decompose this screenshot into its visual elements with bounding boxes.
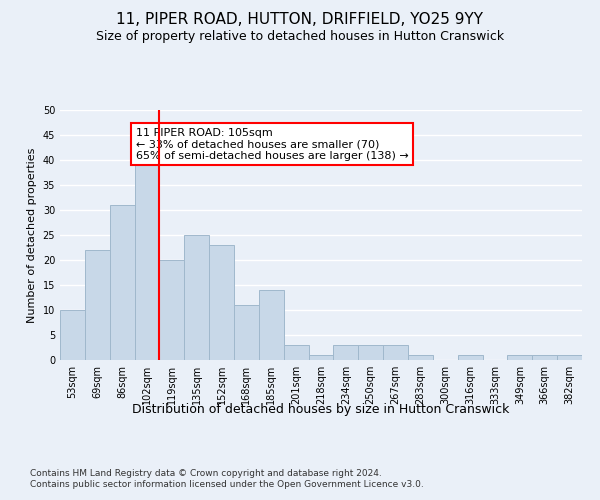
Bar	[234, 305, 259, 360]
Bar	[532, 355, 557, 360]
Bar	[557, 355, 582, 360]
Text: Contains HM Land Registry data © Crown copyright and database right 2024.: Contains HM Land Registry data © Crown c…	[30, 468, 382, 477]
Bar	[508, 355, 532, 360]
Bar	[134, 150, 160, 360]
Y-axis label: Number of detached properties: Number of detached properties	[27, 148, 37, 322]
Bar	[383, 345, 408, 360]
Bar	[408, 355, 433, 360]
Bar	[334, 345, 358, 360]
Text: Size of property relative to detached houses in Hutton Cranswick: Size of property relative to detached ho…	[96, 30, 504, 43]
Bar	[85, 250, 110, 360]
Text: Contains public sector information licensed under the Open Government Licence v3: Contains public sector information licen…	[30, 480, 424, 489]
Bar	[259, 290, 284, 360]
Text: 11 PIPER ROAD: 105sqm
← 33% of detached houses are smaller (70)
65% of semi-deta: 11 PIPER ROAD: 105sqm ← 33% of detached …	[136, 128, 409, 160]
Bar	[60, 310, 85, 360]
Bar	[160, 260, 184, 360]
Bar	[308, 355, 334, 360]
Bar	[284, 345, 308, 360]
Text: 11, PIPER ROAD, HUTTON, DRIFFIELD, YO25 9YY: 11, PIPER ROAD, HUTTON, DRIFFIELD, YO25 …	[116, 12, 484, 28]
Bar	[110, 205, 134, 360]
Bar	[209, 245, 234, 360]
Text: Distribution of detached houses by size in Hutton Cranswick: Distribution of detached houses by size …	[133, 402, 509, 415]
Bar	[458, 355, 482, 360]
Bar	[184, 235, 209, 360]
Bar	[358, 345, 383, 360]
